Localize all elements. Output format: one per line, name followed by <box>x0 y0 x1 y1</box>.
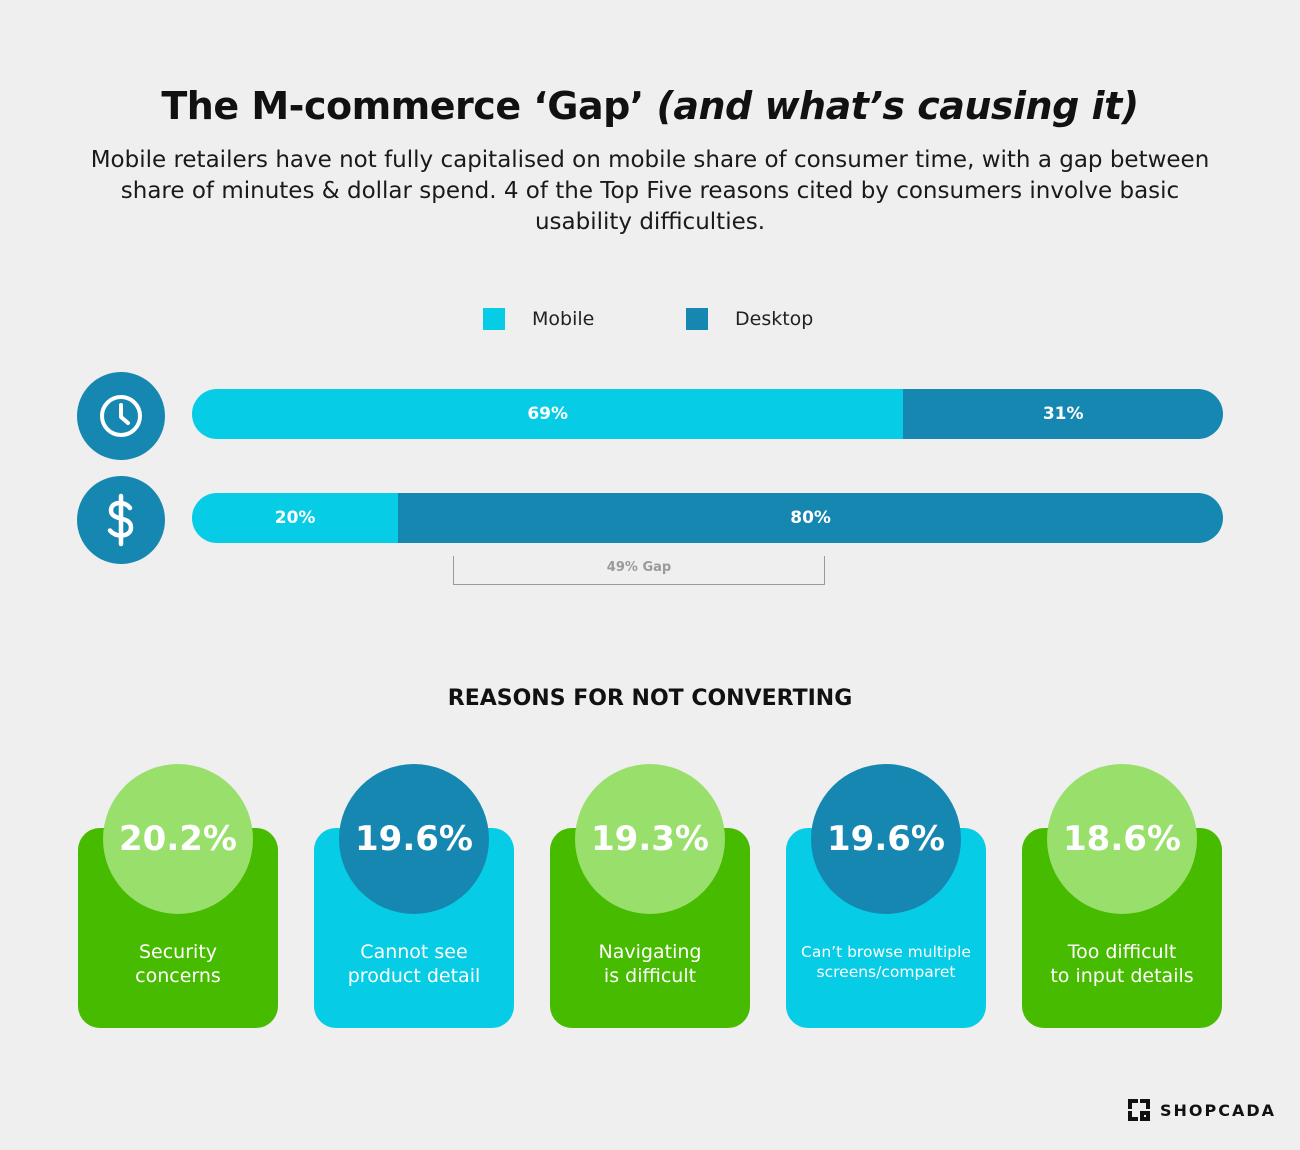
bar-segment-time-desktop: 31% <box>903 389 1223 439</box>
title-italic: (and what’s causing it) <box>656 84 1139 128</box>
reason-value: 19.6% <box>339 764 489 914</box>
bar-segment-spend-mobile: 20% <box>192 493 399 543</box>
reason-label: Cannot see product detail <box>314 940 514 988</box>
page-title: The M-commerce ‘Gap’ (and what’s causing… <box>0 84 1300 128</box>
gap-bracket <box>453 556 825 585</box>
legend-item-mobile: Mobile <box>483 308 594 330</box>
spend-share-bar: 20% 80% <box>192 493 1223 543</box>
reason-value: 18.6% <box>1047 764 1197 914</box>
reason-label-line2: concerns <box>135 965 221 987</box>
clock-icon <box>77 372 165 460</box>
reason-label-line1: Cannot see <box>360 941 468 963</box>
reason-value: 19.6% <box>811 764 961 914</box>
reason-label-line2: is difficult <box>603 965 697 987</box>
legend-label-desktop: Desktop <box>735 308 814 330</box>
reason-value: 20.2% <box>103 764 253 914</box>
reason-label: Navigating is difficult <box>550 940 750 988</box>
reason-label-line1: Too difficult <box>1067 941 1177 963</box>
reason-label: Can’t browse multiple screens/comparet <box>786 942 986 982</box>
reason-label: Security concerns <box>78 940 278 988</box>
legend-swatch-desktop <box>686 308 708 330</box>
shopcada-logo: SHOPCADA <box>1126 1097 1276 1123</box>
reason-label-line1: Security <box>138 941 218 963</box>
legend-swatch-mobile <box>483 308 505 330</box>
reason-label-line1: Can’t browse multiple <box>801 943 971 961</box>
reason-label: Too difficult to input details <box>1022 940 1222 988</box>
shopcada-logo-text: SHOPCADA <box>1160 1100 1277 1120</box>
reason-label-line1: Navigating <box>598 941 702 963</box>
gap-label: 49% Gap <box>606 560 672 575</box>
bar-segment-time-mobile: 69% <box>192 389 904 439</box>
legend-item-desktop: Desktop <box>686 308 813 330</box>
legend-label-mobile: Mobile <box>532 308 595 330</box>
chart-legend: Mobile Desktop <box>0 308 1300 338</box>
reasons-title: REASONS FOR NOT CONVERTING <box>447 686 853 711</box>
dollar-icon <box>77 476 165 564</box>
reason-label-line2: product detail <box>347 965 481 987</box>
time-share-bar: 69% 31% <box>192 389 1223 439</box>
page-subtitle: Mobile retailers have not fully capitali… <box>90 147 1210 235</box>
bar-segment-spend-desktop: 80% <box>398 493 1223 543</box>
shopcada-logo-icon <box>1128 1099 1150 1121</box>
title-main: The M-commerce ‘Gap’ <box>161 84 657 128</box>
reason-label-line2: screens/comparet <box>816 963 956 981</box>
reason-label-line2: to input details <box>1050 965 1194 987</box>
reason-value: 19.3% <box>575 764 725 914</box>
